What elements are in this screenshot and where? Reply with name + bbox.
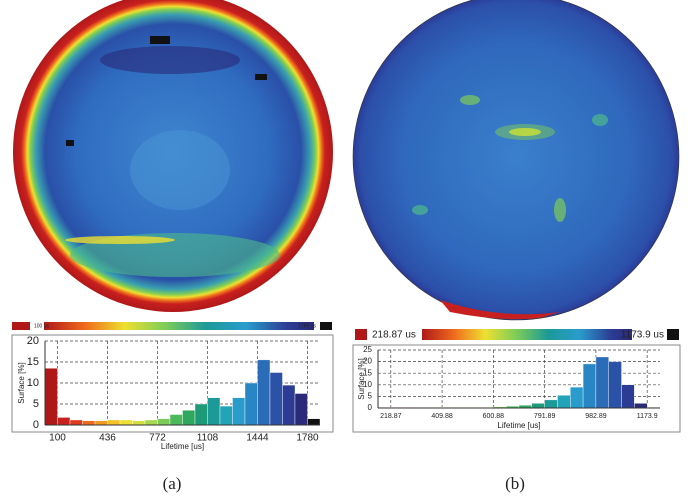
x-tick-label: 1444 [246,433,269,444]
bar [232,397,246,426]
x-tick-label: 218.87 [380,413,402,420]
bar [608,361,622,409]
x-tick-label: 409.88 [431,413,453,420]
bar [82,420,96,426]
colorbar [44,322,314,330]
bar [244,382,258,426]
colorbar-min [12,322,30,330]
y-tick-label: 20 [363,357,372,366]
bar [531,403,545,409]
bar [557,395,571,409]
bar [194,403,208,426]
y-tick-label: 10 [27,377,39,389]
y-tick-label: 25 [363,345,372,354]
wafer-map-b [352,0,680,321]
colorbar-label: 1173.9 us [621,330,664,341]
colorbar [422,329,632,340]
x-tick-label: 982.89 [585,413,607,420]
bar [94,420,108,426]
wafer-map-a [13,0,333,312]
bar [119,419,133,426]
caption: (a) [163,474,182,493]
bar [595,356,609,409]
y-tick-label: 15 [27,356,39,368]
bar [207,397,221,426]
x-tick-label: 1780 [296,433,319,444]
colorbar-label: 1760 us [298,323,316,329]
x-axis-title: Lifetime [us] [497,421,540,430]
y-tick-label: 10 [363,380,372,389]
bar [57,417,71,426]
colorbar-label: 100 us [34,323,50,329]
bar [132,420,146,426]
colorbar-max [320,322,332,330]
y-tick-label: 20 [27,335,39,347]
bar [294,393,308,426]
x-axis-title: Lifetime [us] [161,442,204,451]
colorbar-max [667,329,679,340]
y-tick-label: 0 [33,419,39,431]
bar [634,403,648,409]
bar [582,363,597,409]
bar [219,405,233,426]
x-tick-label: 772 [149,433,166,444]
bar [307,418,321,426]
bar [621,384,635,409]
x-tick-label: 791.89 [534,413,556,420]
y-tick-label: 5 [33,398,39,410]
colorbar-label: 218.87 us [372,330,416,341]
y-axis-title: Surface [%] [357,358,366,399]
x-tick-label: 1173.9 [637,413,658,420]
bar [107,419,121,426]
x-tick-label: 436 [99,433,116,444]
x-tick-label: 600.88 [483,413,505,420]
bar [169,414,183,426]
y-tick-label: 0 [368,403,373,412]
bar [544,399,558,409]
bar [570,386,584,409]
bar [157,418,171,426]
bar [257,359,271,426]
y-axis-title: Surface [%] [17,362,26,403]
bar [69,419,83,426]
bar [144,419,158,426]
bar [282,384,296,426]
x-tick-label: 100 [49,433,66,444]
x-tick-label: 1108 [197,433,219,444]
bar [269,372,283,426]
bar [182,410,196,426]
bar [44,368,58,426]
y-tick-label: 5 [368,392,373,401]
caption: (b) [505,474,525,493]
y-tick-label: 15 [363,368,372,377]
colorbar-min [355,329,367,340]
